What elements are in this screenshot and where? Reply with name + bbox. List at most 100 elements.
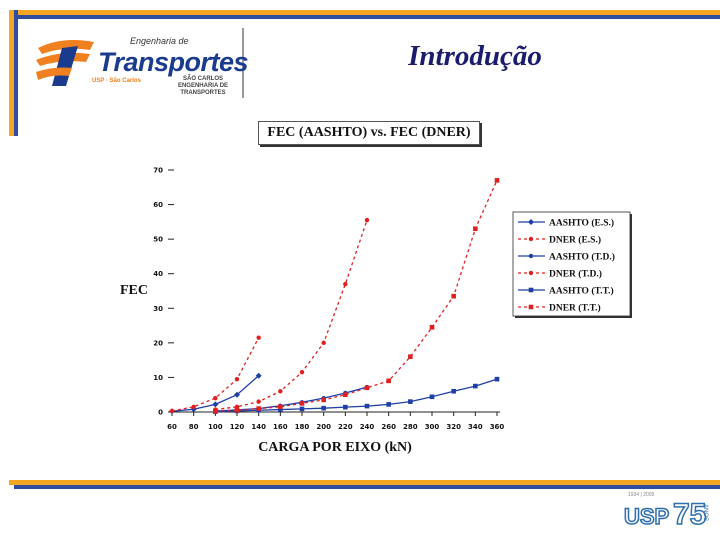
legend-entry: AASHTO (E.S.): [549, 218, 614, 229]
data-point: [451, 293, 456, 299]
legend-swatch-marker: [528, 270, 534, 276]
y-tick-label: 20: [153, 339, 163, 347]
y-tick-label: 10: [153, 374, 163, 382]
legend-entry: AASHTO (T.T.): [549, 286, 614, 297]
legend-swatch-marker: [528, 253, 534, 259]
data-point: [299, 406, 305, 412]
data-point: [213, 395, 218, 401]
data-point: [234, 404, 240, 410]
usp-years-text: 1934 | 2009: [628, 492, 655, 498]
data-point: [364, 217, 370, 223]
y-tick-label: 30: [153, 305, 163, 313]
logo-sub-left: USP · São Carlos: [92, 78, 141, 84]
legend-swatch-marker: [528, 219, 534, 225]
x-tick-label: 320: [446, 423, 461, 431]
x-tick-label: 160: [273, 423, 288, 431]
data-point: [234, 376, 240, 382]
data-point: [191, 404, 196, 410]
data-point: [299, 401, 305, 406]
legend-swatch-marker: [528, 236, 534, 242]
data-point: [451, 388, 456, 394]
legend-entry: DNER (T.T.): [549, 303, 601, 314]
data-point: [429, 394, 435, 400]
x-tick-label: 280: [403, 423, 418, 431]
x-tick-label: 300: [425, 423, 440, 431]
series-line: [215, 219, 368, 411]
series-line: [215, 180, 498, 412]
data-point: [321, 397, 326, 403]
data-point: [386, 378, 391, 384]
y-tick-label: 40: [153, 270, 163, 278]
frame-left-blue-bar: [14, 10, 18, 136]
data-point: [256, 335, 261, 340]
data-point: [321, 405, 326, 411]
x-tick-label: 340: [468, 423, 483, 431]
data-point: [256, 406, 261, 411]
data-point: [343, 392, 348, 398]
transportes-emblem-icon: [36, 40, 94, 86]
series-line: [171, 337, 260, 412]
x-tick-label: 100: [208, 423, 223, 431]
data-point: [343, 404, 348, 410]
data-point: [473, 383, 478, 389]
x-tick-label: 140: [251, 423, 266, 431]
data-point: [234, 391, 240, 398]
data-point: [494, 178, 500, 183]
data-point: [386, 402, 391, 407]
usp-letters: USP: [623, 503, 670, 530]
x-tick-label: 60: [167, 423, 177, 431]
frame-left-orange-bar: [9, 10, 14, 136]
data-point: [255, 372, 262, 379]
x-tick-label: 220: [338, 423, 353, 431]
frame-top-orange-bar: [9, 10, 720, 15]
data-point: [494, 376, 500, 382]
data-point: [169, 408, 175, 414]
usp-75-logo: 1934 | 2009 USP 75 ANOS: [618, 492, 710, 536]
data-point: [408, 399, 413, 404]
data-point: [343, 281, 348, 287]
legend-swatch-marker: [528, 287, 534, 293]
data-point: [212, 401, 219, 408]
data-point: [299, 370, 305, 375]
legend-swatch-marker: [528, 304, 534, 310]
data-point: [364, 385, 370, 391]
data-point: [278, 407, 283, 412]
data-point: [364, 403, 370, 409]
data-point: [473, 226, 478, 232]
transportes-logo: Engenharia de Transportes USP · São Carl…: [30, 28, 249, 98]
legend-entry: DNER (T.D.): [549, 269, 602, 280]
chart-title: FEC (AASHTO) vs. FEC (DNER): [258, 121, 480, 145]
frame-top-blue-bar: [14, 15, 720, 19]
usp-75-number: 75: [672, 497, 707, 532]
y-tick-label: 0: [158, 409, 163, 417]
y-tick-label: 70: [153, 167, 163, 175]
chart-x-axis-label: CARGA POR EIXO (kN): [258, 440, 412, 455]
data-point: [429, 325, 435, 330]
data-point: [278, 389, 283, 394]
y-tick-label: 60: [153, 201, 163, 209]
series-line: [215, 378, 498, 413]
slide-title: Introdução: [408, 40, 542, 72]
logo-sub-right: SÃO CARLOS ENGENHARIA DE TRANSPORTES: [177, 76, 229, 96]
chart-y-axis-label: FEC: [120, 283, 148, 298]
data-point: [256, 399, 261, 404]
data-point: [234, 407, 240, 413]
frame-bottom-orange-bar: [9, 480, 720, 485]
usp-anos-text: ANOS: [702, 504, 708, 522]
legend-shadow-bottom: [515, 316, 632, 318]
data-point: [213, 409, 218, 414]
legend-shadow-right: [630, 214, 632, 318]
data-point: [408, 354, 413, 359]
x-tick-label: 360: [490, 423, 505, 431]
logo-wordmark: Transportes: [98, 47, 249, 77]
x-tick-label: 240: [360, 423, 375, 431]
x-tick-label: 80: [189, 423, 199, 431]
x-tick-label: 180: [295, 423, 310, 431]
logo-top-text: Engenharia de: [130, 36, 189, 46]
data-point: [278, 404, 283, 410]
legend-entry: DNER (E.S.): [549, 235, 601, 246]
x-tick-label: 260: [381, 423, 396, 431]
frame-bottom-blue-bar: [14, 485, 720, 489]
x-tick-label: 200: [316, 423, 331, 431]
